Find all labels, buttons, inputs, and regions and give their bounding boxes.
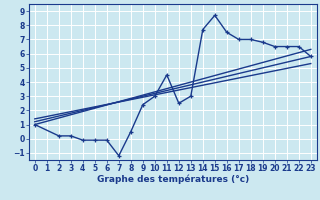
X-axis label: Graphe des températures (°c): Graphe des températures (°c) — [97, 175, 249, 184]
